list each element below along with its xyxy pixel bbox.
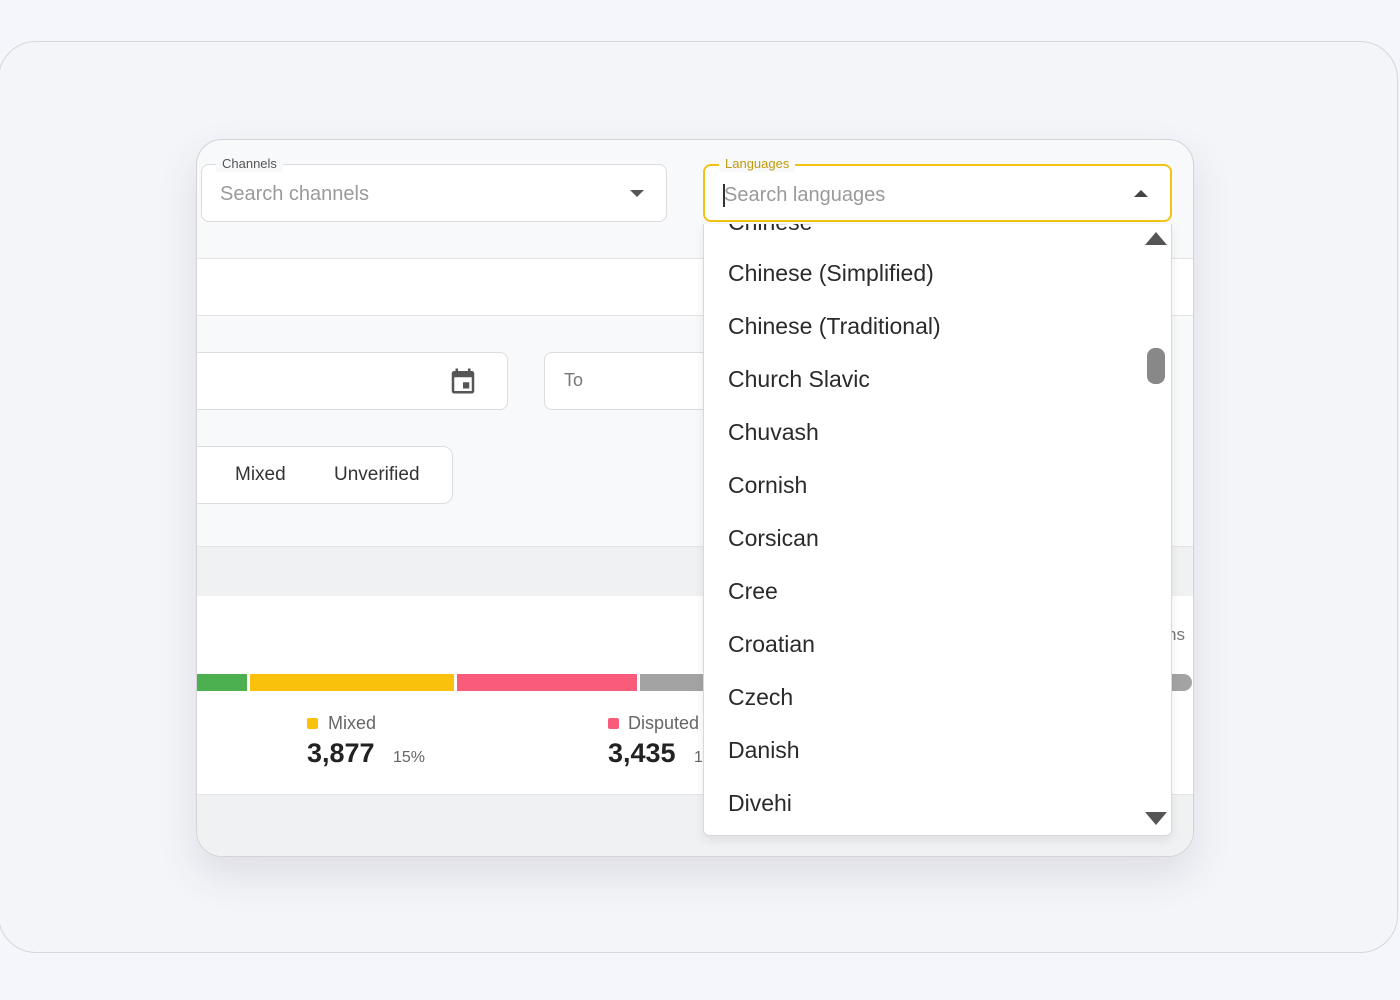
languages-input[interactable]: Search languages [724, 184, 886, 206]
language-option[interactable]: Chinese (Simplified) [728, 260, 934, 286]
mixed-value: 3,877 [307, 738, 375, 768]
language-option[interactable]: Cornish [728, 472, 808, 498]
chevron-down-icon[interactable] [630, 190, 644, 197]
scrollbar-thumb[interactable] [1147, 348, 1165, 384]
scroll-down-arrow-icon[interactable] [1145, 812, 1167, 825]
language-option[interactable]: Danish [728, 737, 800, 763]
languages-dropdown: Chinese Chinese (Simplified) Chinese (Tr… [703, 224, 1172, 836]
disputed-percent: 1 [694, 749, 703, 766]
date-from-field[interactable] [197, 352, 508, 410]
toggle-mixed[interactable]: Mixed [235, 464, 286, 485]
language-option[interactable]: Cree [728, 578, 778, 604]
channels-input[interactable]: Search channels [220, 183, 369, 205]
language-option[interactable]: Chuvash [728, 419, 819, 445]
date-to-label: To [564, 370, 584, 390]
language-option[interactable]: Church Slavic [728, 366, 870, 392]
chevron-up-icon[interactable] [1134, 190, 1148, 197]
scroll-up-arrow-icon[interactable] [1145, 232, 1167, 245]
language-option[interactable]: Corsican [728, 525, 819, 551]
mixed-legend-dot [307, 718, 318, 729]
language-option[interactable]: Chinese (Traditional) [728, 313, 941, 339]
language-option[interactable]: Chinese [728, 224, 812, 236]
disputed-legend-dot [608, 718, 619, 729]
verification-toggle: Mixed Unverified [197, 446, 453, 504]
text-cursor [723, 184, 725, 207]
languages-field[interactable]: Languages Search languages [703, 156, 1172, 222]
filter-panel: Channels Search channels To Mixed Unveri… [196, 139, 1194, 857]
language-option[interactable]: Croatian [728, 631, 815, 657]
language-option[interactable]: Divehi [728, 790, 792, 816]
mixed-percent: 15% [393, 749, 426, 766]
language-option[interactable]: Czech [728, 684, 794, 710]
toggle-unverified[interactable]: Unverified [334, 464, 420, 485]
calendar-icon[interactable] [448, 366, 478, 396]
bar-segment-green [197, 674, 247, 691]
disputed-value: 3,435 [608, 738, 676, 768]
channels-label: Channels [216, 156, 283, 172]
bar-segment-disputed [457, 674, 637, 691]
bar-segment-mixed [250, 674, 454, 691]
disputed-label: Disputed [628, 713, 700, 733]
channels-field[interactable]: Channels Search channels [201, 156, 667, 222]
mixed-label: Mixed [328, 713, 377, 733]
languages-label: Languages [719, 156, 796, 172]
